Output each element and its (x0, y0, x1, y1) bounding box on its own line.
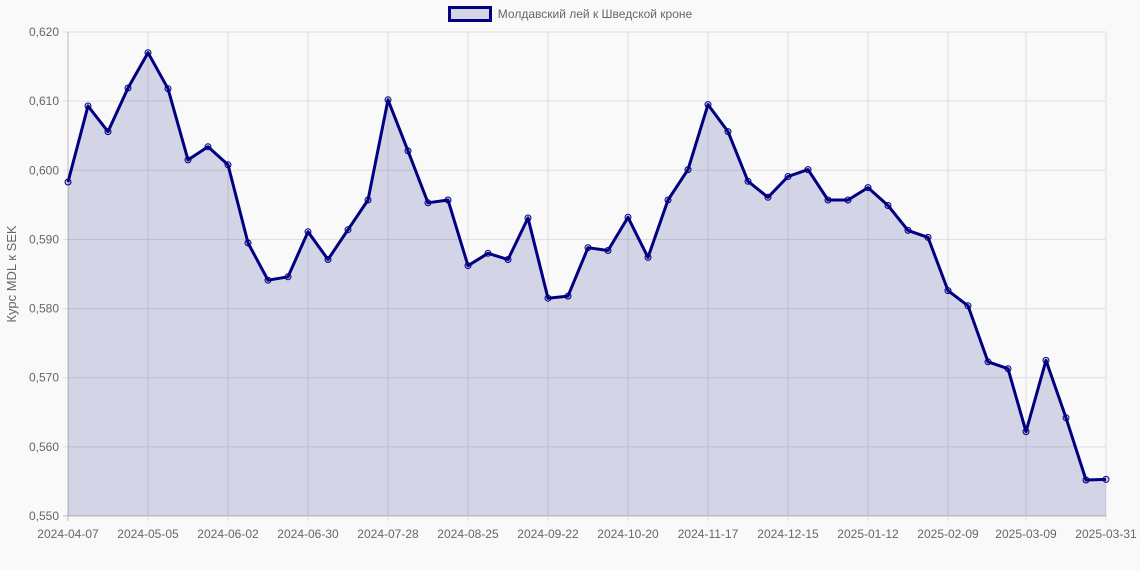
grid-lines (63, 31, 1107, 521)
data-point[interactable] (564, 292, 572, 300)
y-axis-ticks: 0,550 0,560 0,570 0,580 0,590 0,600 0,610 0,620 (29, 25, 59, 523)
data-point[interactable] (784, 173, 792, 180)
data-point[interactable] (184, 156, 192, 164)
y-tick-label: 0,560 (29, 440, 59, 454)
data-point[interactable] (844, 196, 852, 204)
y-tick-label: 0,570 (29, 371, 59, 385)
data-point[interactable] (864, 184, 872, 192)
data-point[interactable] (1022, 428, 1030, 436)
x-tick-label: 2024-06-02 (197, 527, 259, 541)
y-tick-label: 0,610 (29, 94, 59, 108)
data-point[interactable] (264, 276, 272, 284)
x-tick-label: 2025-03-31 (1075, 527, 1137, 541)
data-point[interactable] (284, 273, 292, 281)
data-point[interactable] (1042, 356, 1050, 364)
data-point[interactable] (444, 196, 452, 204)
data-point[interactable] (724, 128, 732, 136)
data-point[interactable] (344, 226, 352, 234)
data-point[interactable] (804, 166, 812, 174)
data-point[interactable] (644, 253, 652, 261)
data-line (66, 51, 1107, 482)
y-tick-label: 0,550 (29, 509, 59, 523)
x-tick-label: 2025-02-09 (917, 527, 979, 541)
data-point[interactable] (1082, 476, 1090, 484)
data-point[interactable] (104, 128, 112, 136)
data-point[interactable] (64, 178, 72, 186)
data-point[interactable] (324, 256, 332, 263)
data-point[interactable] (1062, 414, 1070, 422)
data-point[interactable] (824, 196, 832, 204)
data-point[interactable] (584, 244, 592, 252)
legend-label: Молдавский лей к Шведской кроне (497, 7, 693, 21)
data-point[interactable] (764, 193, 772, 201)
data-points[interactable] (64, 49, 1110, 484)
data-point[interactable] (484, 249, 492, 257)
data-point[interactable] (464, 262, 472, 270)
data-point[interactable] (744, 177, 752, 185)
data-point[interactable] (84, 102, 92, 110)
y-axis-label: Курс MDL к SEK (4, 225, 19, 322)
x-tick-label: 2024-09-22 (517, 527, 579, 541)
y-tick-label: 0,590 (29, 232, 59, 246)
x-tick-label: 2024-05-05 (117, 527, 179, 541)
data-point[interactable] (244, 239, 252, 247)
data-point[interactable] (1004, 365, 1012, 373)
data-point[interactable] (904, 226, 912, 234)
legend-swatch (447, 6, 492, 22)
x-tick-label: 2024-10-20 (597, 527, 659, 541)
data-point[interactable] (384, 96, 392, 104)
chart-legend[interactable]: Молдавский лей к Шведской кроне (0, 6, 1140, 22)
data-point[interactable] (884, 202, 892, 209)
x-tick-label: 2025-03-09 (995, 527, 1057, 541)
data-point[interactable] (624, 213, 632, 221)
data-point[interactable] (364, 196, 372, 204)
data-point[interactable] (504, 256, 512, 263)
data-point[interactable] (224, 161, 232, 169)
data-point[interactable] (524, 214, 532, 222)
x-tick-label: 2024-11-17 (678, 527, 739, 541)
data-point[interactable] (964, 302, 972, 310)
data-point[interactable] (424, 199, 432, 207)
data-point[interactable] (404, 147, 412, 155)
data-point[interactable] (204, 143, 212, 151)
data-point[interactable] (684, 166, 692, 174)
y-tick-label: 0,600 (29, 163, 59, 177)
data-point[interactable] (164, 85, 172, 93)
data-point[interactable] (704, 101, 712, 109)
data-point[interactable] (144, 49, 152, 57)
x-tick-label: 2024-12-15 (757, 527, 819, 541)
y-tick-label: 0,580 (29, 302, 59, 316)
data-point[interactable] (924, 233, 932, 241)
x-axis-ticks: 2024-04-07 2024-05-05 2024-06-02 2024-06-30… (37, 527, 1137, 541)
x-tick-label: 2025-01-12 (837, 527, 899, 541)
x-tick-label: 2024-06-30 (277, 527, 339, 541)
data-point[interactable] (544, 294, 552, 302)
data-point[interactable] (664, 196, 672, 204)
data-point[interactable] (984, 358, 992, 366)
y-tick-label: 0,620 (29, 25, 59, 39)
x-tick-label: 2024-08-25 (437, 527, 499, 541)
data-point[interactable] (944, 287, 952, 295)
data-point[interactable] (604, 247, 612, 254)
data-point[interactable] (304, 228, 312, 236)
area-fill (68, 52, 1106, 516)
data-point[interactable] (124, 84, 132, 92)
x-tick-label: 2024-07-28 (357, 527, 419, 541)
x-tick-label: 2024-04-07 (37, 527, 99, 541)
data-point[interactable] (1102, 475, 1110, 483)
